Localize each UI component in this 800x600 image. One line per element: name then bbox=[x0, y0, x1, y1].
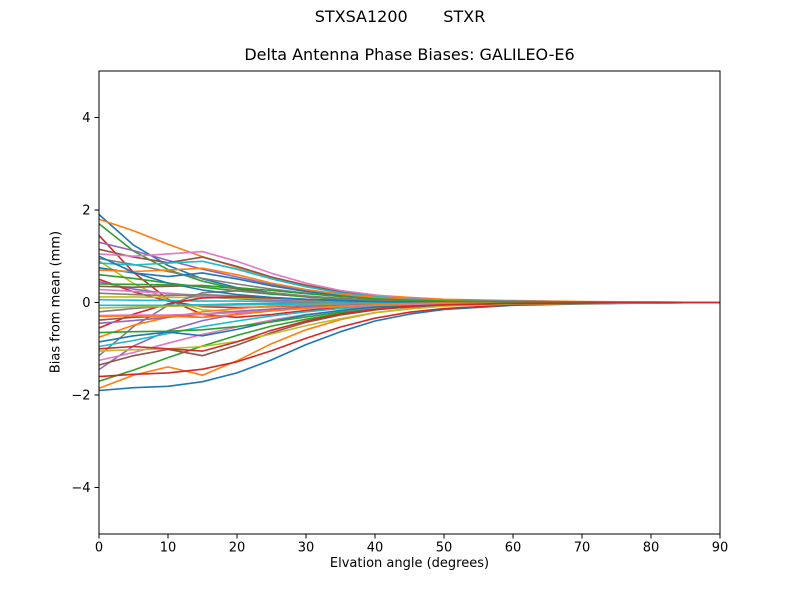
x-tick-label: 70 bbox=[574, 541, 591, 556]
series-line bbox=[98, 241, 721, 304]
series-line bbox=[98, 218, 721, 304]
x-tick-label: 30 bbox=[298, 541, 315, 556]
series-line bbox=[98, 283, 720, 304]
x-tick-label: 10 bbox=[160, 541, 177, 556]
x-tick-label: 0 bbox=[95, 541, 103, 556]
series-line bbox=[98, 301, 721, 362]
series-line bbox=[98, 301, 720, 352]
x-tick-label: 50 bbox=[436, 541, 453, 556]
x-tick-label: 80 bbox=[643, 541, 660, 556]
y-tick-label: −4 bbox=[71, 481, 90, 496]
y-axis-label: Bias from mean (mm) bbox=[48, 230, 64, 374]
x-tick-label: 60 bbox=[505, 541, 522, 556]
series-line bbox=[98, 223, 720, 304]
x-tick-label: 40 bbox=[367, 541, 384, 556]
axes-title: Delta Antenna Phase Biases: GALILEO-E6 bbox=[244, 45, 575, 64]
x-tick-label: 90 bbox=[712, 541, 729, 556]
y-tick-label: −2 bbox=[71, 389, 90, 404]
y-tick-label: 0 bbox=[82, 296, 90, 311]
x-tick-label: 20 bbox=[229, 541, 246, 556]
x-axis-label: Elvation angle (degrees) bbox=[329, 556, 490, 571]
y-tick-label: 4 bbox=[82, 111, 90, 126]
figure-suptitle: STXSA1200 STXR bbox=[314, 7, 486, 26]
y-tick-label: 2 bbox=[82, 203, 90, 218]
